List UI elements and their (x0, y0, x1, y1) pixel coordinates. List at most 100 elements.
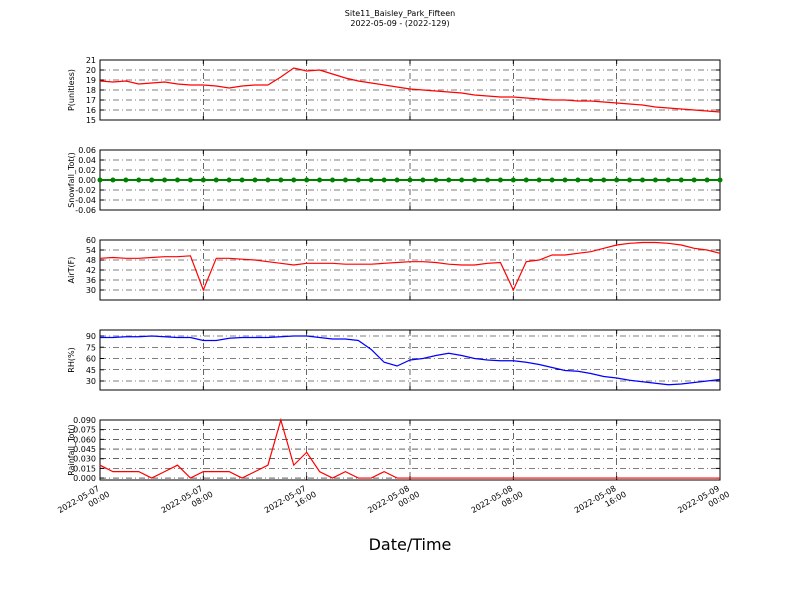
data-point (420, 177, 426, 183)
data-point (562, 177, 568, 183)
y-tick-label: 19 (86, 76, 96, 85)
data-point (381, 177, 387, 183)
data-point (536, 177, 542, 183)
data-line (99, 241, 721, 292)
data-point (665, 177, 671, 183)
data-point (627, 177, 633, 183)
y-tick-label: 21 (86, 56, 96, 65)
data-point (717, 177, 723, 183)
data-point (394, 177, 400, 183)
y-axis-label: RH(%) (67, 347, 76, 372)
data-point (342, 177, 348, 183)
data-point (252, 177, 258, 183)
data-point (652, 177, 658, 183)
y-axis-label: AirT(F) (67, 257, 76, 284)
y-tick-label: 0.06 (78, 146, 96, 155)
data-point (110, 177, 116, 183)
axes-frame (99, 239, 721, 301)
axes-frame (99, 329, 721, 391)
y-tick-label: 17 (86, 96, 96, 105)
y-tick-label: 0.045 (73, 445, 96, 454)
data-point (265, 177, 271, 183)
data-point (459, 177, 465, 183)
data-point (485, 177, 490, 183)
data-line (99, 67, 721, 113)
y-tick-label: 60 (86, 236, 96, 245)
data-point (239, 177, 245, 183)
y-tick-label: 16 (86, 106, 96, 115)
x-tick-label: 2022-05-0700:00 (56, 481, 111, 524)
y-tick-label: 0.060 (73, 435, 96, 444)
data-point (330, 177, 335, 183)
axes-frame (99, 59, 721, 121)
data-point (640, 177, 645, 183)
y-tick-label: 0.04 (78, 156, 96, 165)
y-tick-label: 75 (86, 343, 96, 352)
y-tick-label: 0.075 (73, 426, 96, 435)
data-point (691, 177, 697, 183)
data-point (510, 177, 516, 183)
y-axis-label: P(unitless) (67, 69, 76, 111)
y-tick-label: 45 (86, 366, 96, 375)
data-point (704, 177, 710, 183)
figure-subtitle: 2022-05-09 - (2022-129) (350, 19, 449, 28)
y-tick-label: 15 (86, 116, 96, 125)
data-point (278, 177, 284, 183)
y-tick-label: 0.090 (73, 416, 96, 425)
data-point (123, 177, 129, 183)
figure-title: Site11_Baisley_Park_Fifteen (345, 9, 455, 18)
data-point (317, 177, 323, 183)
y-tick-label: 18 (86, 86, 96, 95)
data-point (149, 177, 155, 183)
y-tick-label: -0.06 (75, 206, 96, 215)
y-tick-label: 0.00 (78, 176, 96, 185)
data-point (97, 177, 103, 183)
data-point (291, 177, 297, 183)
y-tick-label: 0.015 (73, 464, 96, 473)
y-tick-label: 54 (86, 246, 96, 255)
data-point (368, 177, 374, 183)
data-point (472, 177, 478, 183)
data-point (200, 177, 206, 183)
data-point (355, 177, 361, 183)
y-axis-label: Rainfall_Tot() (67, 424, 76, 476)
data-point (304, 177, 310, 183)
y-tick-label: 0.030 (73, 455, 96, 464)
data-point (446, 177, 452, 183)
data-line (99, 417, 720, 479)
x-tick-label: 2022-05-0900:00 (676, 481, 731, 524)
x-tick-label: 2022-05-0808:00 (470, 481, 525, 524)
y-tick-label: 0.000 (73, 474, 96, 483)
y-tick-label: 42 (86, 266, 96, 275)
x-tick-label: 2022-05-0708:00 (160, 481, 215, 524)
y-axis-label: Snowfall_Tot() (67, 152, 76, 208)
data-point (136, 177, 142, 183)
x-tick-label: 2022-05-0816:00 (573, 481, 628, 524)
y-tick-label: 60 (86, 355, 96, 364)
data-point (497, 177, 503, 183)
data-point (213, 177, 219, 183)
axes-frame (99, 419, 721, 481)
y-tick-label: 20 (86, 66, 96, 75)
data-point (175, 177, 180, 183)
data-line (100, 335, 721, 386)
data-point (162, 177, 168, 183)
y-tick-label: 30 (86, 286, 96, 295)
y-tick-label: 0.02 (78, 166, 96, 175)
x-tick-label: 2022-05-0800:00 (366, 481, 421, 524)
data-point (226, 177, 232, 183)
x-axis-label: Date/Time (369, 535, 452, 554)
data-point (588, 177, 594, 183)
y-tick-label: 90 (86, 332, 96, 341)
data-point (187, 177, 193, 183)
data-point (678, 177, 684, 183)
data-point (523, 177, 529, 183)
y-tick-label: -0.04 (75, 196, 96, 205)
y-tick-label: -0.02 (75, 186, 96, 195)
y-tick-label: 48 (86, 256, 96, 265)
y-tick-label: 36 (86, 276, 96, 285)
x-tick-label: 2022-05-0716:00 (263, 481, 318, 524)
data-point (549, 177, 555, 183)
data-point (601, 177, 607, 183)
